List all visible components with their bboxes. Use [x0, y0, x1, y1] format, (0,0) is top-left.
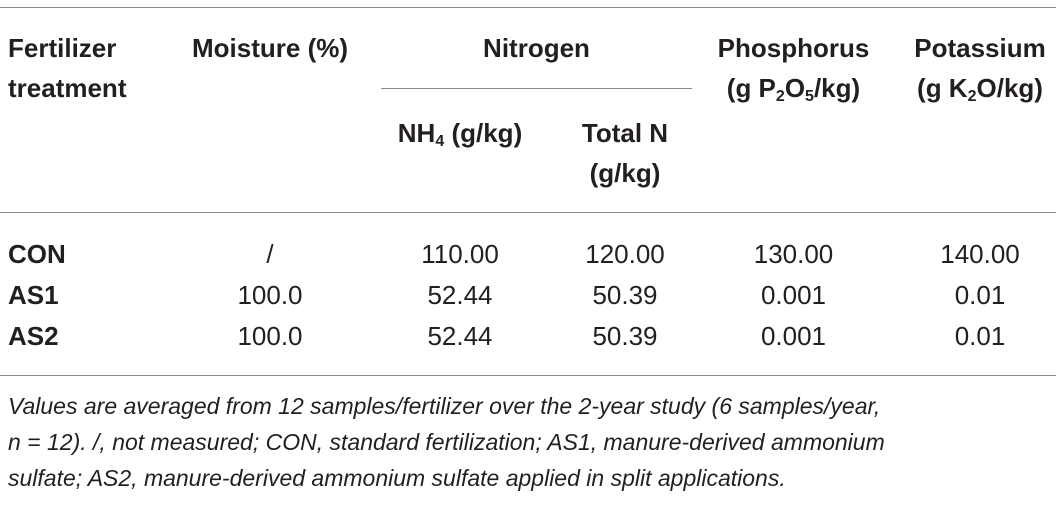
header-potassium-line2: (g K2O/kg)	[897, 68, 1063, 108]
row-treatment: AS1	[8, 280, 59, 310]
row-total-n: 50.39	[592, 321, 658, 351]
footnote-line3: sulfate; AS2, manure-derived ammonium su…	[8, 465, 786, 491]
row-phosphorus: 0.001	[760, 280, 827, 310]
row-phosphorus: 0.001	[760, 321, 827, 351]
header-phosphorus-line2: (g P2O5/kg)	[700, 68, 887, 108]
header-treatment-line2: treatment	[8, 73, 127, 103]
row-nh4: 110.00	[421, 239, 499, 269]
header-phosphorus-pre: (g P	[726, 73, 776, 103]
header-bottom-rule	[0, 212, 1056, 213]
header-treatment: Fertilizer treatment	[8, 28, 126, 108]
header-phosphorus: Phosphorus (g P2O5/kg)	[700, 28, 887, 108]
row-nh4: 52.44	[427, 321, 493, 351]
header-phosphorus-line1: Phosphorus	[717, 33, 870, 63]
row-potassium: 0.01	[954, 321, 1006, 351]
header-potassium-post: O/kg)	[976, 73, 1043, 103]
row-potassium: 140.00	[940, 239, 1020, 269]
header-moisture: Moisture (%)	[192, 33, 348, 63]
header-phosphorus-sub1: 2	[775, 88, 785, 105]
header-treatment-line1: Fertilizer	[8, 33, 117, 63]
row-nh4: 52.44	[427, 280, 493, 310]
row-treatment: CON	[8, 239, 66, 269]
header-nh4-post: (g/kg)	[444, 118, 523, 148]
header-phosphorus-mid: O	[784, 73, 806, 103]
header-phosphorus-post: /kg)	[813, 73, 861, 103]
row-moisture: 100.0	[237, 280, 303, 310]
header-nh4-pre: NH	[397, 118, 436, 148]
header-potassium-line1: Potassium	[914, 33, 1046, 63]
header-nh4: NH4 (g/kg)	[370, 113, 550, 153]
row-moisture: 100.0	[237, 321, 303, 351]
header-nitrogen: Nitrogen	[483, 33, 590, 63]
footnote-line1: Values are averaged from 12 samples/fert…	[8, 393, 881, 419]
header-potassium-sub: 2	[967, 88, 977, 105]
row-treatment: AS2	[8, 321, 59, 351]
table-footnote: Values are averaged from 12 samples/fert…	[8, 388, 1053, 496]
footnote-line2: n = 12). /, not measured; CON, standard …	[8, 429, 885, 455]
header-total-n: Total N (g/kg)	[545, 113, 705, 193]
header-potassium-pre: (g K	[917, 73, 968, 103]
row-potassium: 0.01	[954, 280, 1006, 310]
header-phosphorus-sub2: 5	[805, 88, 814, 105]
table-bottom-rule	[0, 375, 1056, 376]
table-top-rule	[0, 7, 1056, 8]
header-potassium: Potassium (g K2O/kg)	[897, 28, 1063, 108]
row-moisture: /	[266, 239, 274, 269]
header-total-n-line2: (g/kg)	[589, 158, 661, 188]
row-total-n: 120.00	[585, 239, 665, 269]
nitrogen-span-rule	[381, 88, 692, 89]
row-phosphorus: 130.00	[753, 239, 834, 269]
header-nh4-sub: 4	[435, 133, 445, 150]
row-total-n: 50.39	[592, 280, 658, 310]
header-total-n-line1: Total N	[581, 118, 669, 148]
